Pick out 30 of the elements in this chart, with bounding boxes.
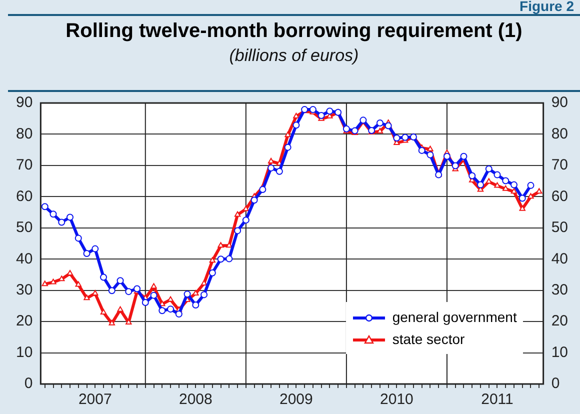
chart-subtitle: (billions of euros) — [228, 46, 360, 66]
chart-title: Rolling twelve-month borrowing requirement (1) — [64, 20, 524, 43]
x-tick-label: 2011 — [481, 391, 514, 408]
y-tick-label: 80 — [16, 125, 33, 142]
legend-label: state sector — [392, 331, 465, 347]
y2-tick-label: 0 — [551, 375, 560, 392]
legend-label: general government — [392, 309, 517, 325]
y2-tick-label: 70 — [551, 156, 568, 174]
y-tick-label: 90 — [16, 94, 33, 112]
y2-tick-label: 10 — [551, 344, 568, 361]
y-tick-label: 30 — [16, 281, 33, 298]
y2-tick-label: 30 — [551, 281, 568, 298]
y-tick-label: 50 — [16, 219, 33, 236]
y-tick-label: 20 — [16, 312, 33, 330]
y-tick-label: 70 — [16, 156, 33, 174]
x-tick-label: 2007 — [78, 391, 112, 408]
y-tick-label: 10 — [16, 344, 33, 361]
x-tick-label: 2010 — [380, 391, 414, 408]
y-tick-label: 60 — [16, 188, 33, 205]
caption: Figure 2 — [520, 0, 574, 14]
y-tick-label: 0 — [24, 375, 33, 392]
y2-tick-label: 90 — [551, 94, 568, 112]
y2-tick-label: 80 — [551, 125, 568, 142]
y2-tick-label: 50 — [551, 219, 568, 236]
y2-tick-label: 40 — [551, 250, 568, 268]
x-tick-label: 2008 — [178, 391, 212, 408]
x-tick-label: 2009 — [280, 391, 313, 408]
y2-tick-label: 20 — [551, 312, 568, 330]
y2-tick-label: 60 — [551, 188, 568, 205]
y-tick-label: 40 — [16, 250, 33, 268]
